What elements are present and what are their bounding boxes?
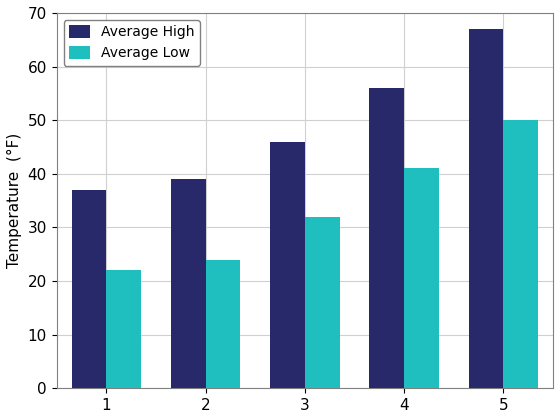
Bar	[106, 270, 141, 388]
Bar	[206, 260, 240, 388]
Bar	[370, 88, 404, 388]
Bar	[305, 217, 339, 388]
Bar	[171, 179, 206, 388]
Bar	[72, 190, 106, 388]
Bar	[404, 168, 439, 388]
Legend: Average High, Average Low: Average High, Average Low	[63, 20, 200, 66]
Bar	[469, 29, 503, 389]
Bar	[503, 120, 538, 388]
Bar	[270, 142, 305, 389]
Y-axis label: Temperature  (°F): Temperature (°F)	[7, 133, 22, 268]
